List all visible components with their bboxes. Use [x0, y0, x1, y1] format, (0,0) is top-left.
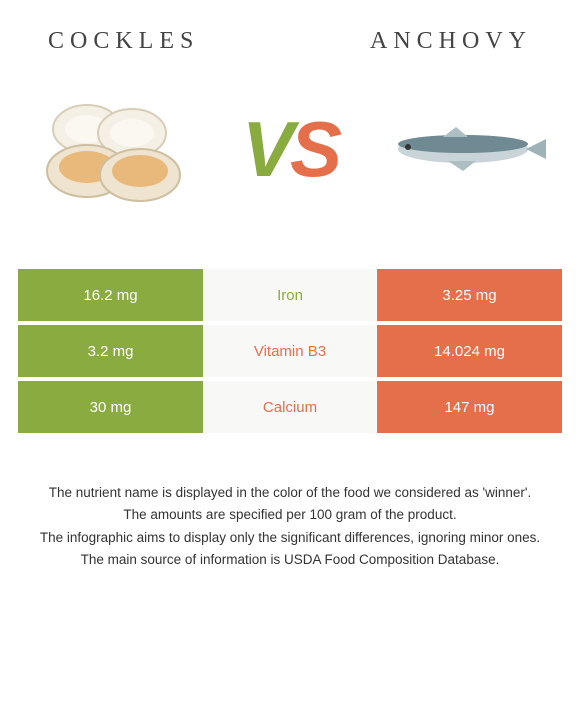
vs-v: V — [242, 105, 290, 193]
table-row: 3.2 mg Vitamin B3 14.024 mg — [18, 325, 562, 377]
left-food-title: COCKLES — [48, 28, 199, 55]
nutrient-label: Calcium — [203, 381, 377, 433]
header: COCKLES ANCHOVY — [18, 20, 562, 65]
left-value: 16.2 mg — [18, 269, 203, 321]
left-value: 30 mg — [18, 381, 203, 433]
table-row: 16.2 mg Iron 3.25 mg — [18, 269, 562, 321]
anchovy-image — [388, 89, 548, 209]
note-line: The infographic aims to display only the… — [26, 528, 554, 548]
right-value: 14.024 mg — [377, 325, 562, 377]
comparison-table: 16.2 mg Iron 3.25 mg 3.2 mg Vitamin B3 1… — [18, 269, 562, 433]
nutrient-label: Iron — [203, 269, 377, 321]
cockles-image — [32, 89, 192, 209]
note-line: The main source of information is USDA F… — [26, 550, 554, 570]
table-row: 30 mg Calcium 147 mg — [18, 381, 562, 433]
vs-badge: VS — [242, 110, 338, 188]
footnotes: The nutrient name is displayed in the co… — [18, 483, 562, 570]
nutrient-label: Vitamin B3 — [203, 325, 377, 377]
note-line: The amounts are specified per 100 gram o… — [26, 505, 554, 525]
right-food-title: ANCHOVY — [370, 28, 532, 55]
left-value: 3.2 mg — [18, 325, 203, 377]
vs-s: S — [290, 105, 338, 193]
images-row: VS — [18, 65, 562, 229]
right-value: 147 mg — [377, 381, 562, 433]
note-line: The nutrient name is displayed in the co… — [26, 483, 554, 503]
right-value: 3.25 mg — [377, 269, 562, 321]
